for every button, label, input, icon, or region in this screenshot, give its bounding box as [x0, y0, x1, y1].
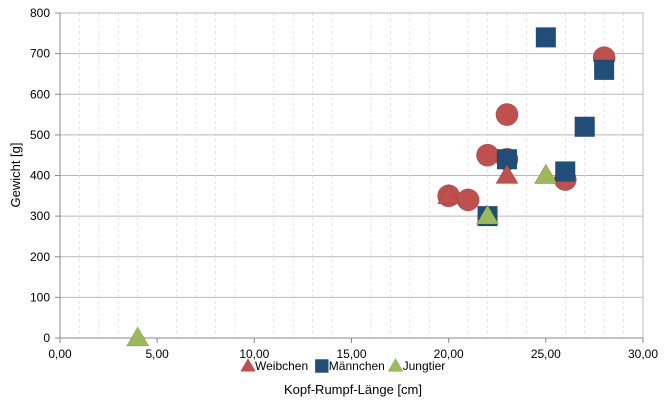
- m-nnchen-point: [535, 27, 556, 48]
- x-tick-label: 10,00: [239, 347, 269, 361]
- x-axis-tick-labels: 0,00 5,00 10,00 15,00 20,00 25,00 30,00: [48, 347, 658, 361]
- x-tick-label: 30,00: [628, 347, 658, 361]
- y-axis-title: Gewicht [g]: [8, 142, 23, 207]
- m-nnchen-point: [593, 59, 615, 81]
- x-tick-label: 0,00: [48, 347, 72, 361]
- x-axis-title: Kopf-Rumpf-Länge [cm]: [284, 382, 422, 397]
- legend-label: Jungtier: [403, 359, 446, 373]
- y-tick-label: 100: [30, 290, 50, 304]
- circle-point: [476, 143, 499, 167]
- x-tick-label: 25,00: [531, 347, 561, 361]
- legend-marker-m-nnchen: [314, 359, 329, 373]
- y-tick-label: 500: [30, 128, 50, 142]
- weibchen-point: [495, 163, 519, 184]
- grid: [60, 12, 643, 339]
- x-tick-label: 15,00: [336, 347, 366, 361]
- y-tick-label: 300: [30, 209, 50, 223]
- jungtier-point: [534, 163, 558, 184]
- legend-marker-jungtier: [387, 358, 404, 372]
- data-points: [126, 27, 616, 347]
- jungtier-point: [126, 326, 150, 347]
- circle-point: [495, 103, 519, 126]
- x-tick-label: 5,00: [145, 347, 169, 361]
- y-tick-label: 200: [30, 250, 50, 264]
- y-tick-label: 800: [30, 6, 50, 20]
- legend-marker-weibchen: [240, 358, 256, 372]
- m-nnchen-point: [574, 116, 595, 137]
- x-tick-label: 20,00: [434, 347, 464, 361]
- legend-label: Männchen: [329, 359, 385, 373]
- weibchen-point: [437, 184, 461, 205]
- jungtier-point: [475, 204, 500, 225]
- legend: Weibchen Männchen Jungtier: [240, 358, 446, 373]
- y-tick-label: 0: [43, 331, 50, 345]
- y-tick-label: 700: [30, 47, 50, 61]
- legend-label: Weibchen: [255, 359, 308, 373]
- plot-area: [55, 12, 644, 343]
- y-tick-label: 600: [30, 87, 50, 101]
- y-axis-tick-labels: 0 100 200 300 400 500 600 700 800: [30, 6, 50, 345]
- y-tick-label: 400: [30, 169, 50, 183]
- circle-point: [456, 188, 480, 212]
- m-nnchen-point: [555, 161, 576, 182]
